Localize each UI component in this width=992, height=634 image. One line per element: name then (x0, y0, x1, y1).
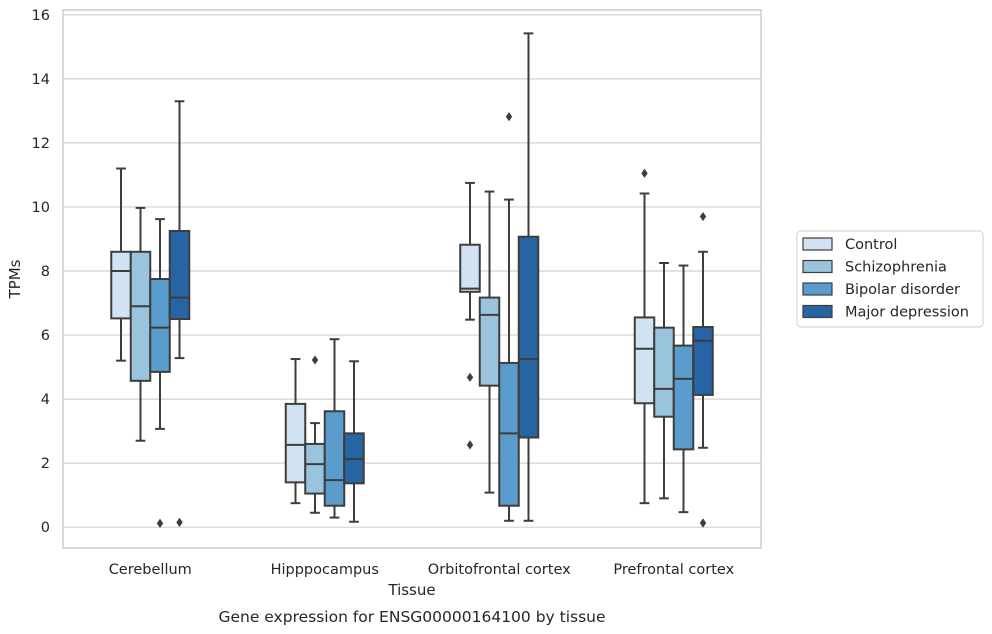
box-body (459, 243, 481, 293)
box (110, 167, 132, 362)
legend: Control Schizophrenia Bipolar disorder Majo… (796, 230, 984, 328)
box (498, 112, 520, 522)
box-body (653, 326, 675, 418)
series-major-depression (168, 32, 714, 528)
y-tick-label: 2 (41, 456, 50, 472)
outlier-point (466, 372, 474, 382)
series-control (110, 167, 656, 505)
x-tick-label: Orbitofrontal cortex (428, 562, 571, 578)
box-body (323, 410, 346, 507)
box-body (478, 296, 501, 387)
legend-label: Bipolar disorder (845, 282, 960, 298)
box (633, 168, 656, 505)
x-tick-label: Hipppocampus (271, 562, 379, 578)
box-body (149, 278, 171, 373)
legend-label: Major depression (845, 305, 969, 321)
outlier-point (505, 112, 513, 122)
box-body (672, 344, 695, 451)
box-body (692, 326, 714, 396)
outlier-point (641, 168, 648, 178)
box-body (110, 250, 132, 320)
legend-label: Control (845, 237, 897, 253)
box-body (304, 442, 326, 495)
y-tick-label: 6 (41, 328, 50, 344)
box-body (168, 229, 191, 321)
box-body (633, 316, 656, 405)
y-tick-label: 4 (41, 392, 50, 408)
series-schizophrenia (129, 190, 675, 514)
outlier-point (156, 518, 164, 528)
y-axis-ticks: 0 2 4 6 8 10 12 14 16 (32, 8, 50, 536)
box (149, 218, 171, 528)
legend-swatch (802, 304, 833, 319)
box (478, 190, 501, 494)
box-series (110, 32, 714, 528)
box (343, 360, 365, 523)
x-tick-label: Prefrontal cortex (613, 562, 734, 578)
outlier-point (699, 211, 707, 222)
y-tick-label: 16 (32, 8, 50, 24)
x-axis-label: Tissue (387, 581, 435, 599)
box (517, 32, 540, 522)
legend-swatch (802, 282, 833, 296)
box-body (129, 250, 152, 382)
y-axis-label: TPMs (6, 259, 24, 299)
x-tick-label: Cerebellum (109, 562, 192, 578)
box-body (517, 235, 540, 439)
y-tick-label: 10 (32, 200, 50, 216)
x-axis-ticks: Cerebellum Hipppocampus Orbitofrontal cort… (109, 562, 735, 578)
y-tick-label: 8 (41, 264, 50, 280)
box (168, 100, 191, 527)
y-tick-label: 14 (32, 72, 50, 88)
legend-swatch (802, 259, 833, 274)
box (672, 264, 695, 514)
outlier-point (699, 518, 707, 528)
legend-label: Schizophrenia (845, 260, 947, 276)
outlier-point (176, 517, 183, 527)
y-tick-label: 0 (41, 520, 50, 536)
legend-frame (796, 230, 984, 328)
box-body (284, 402, 307, 484)
outlier-point (311, 355, 319, 365)
series-bipolar-disorder (149, 112, 695, 528)
plot-area (62, 9, 762, 549)
box (459, 181, 481, 450)
box (692, 211, 714, 528)
legend-swatch (802, 237, 833, 251)
figure-caption: Gene expression for ENSG00000164100 by t… (218, 608, 605, 626)
outlier-point (466, 440, 474, 450)
y-tick-label: 12 (32, 136, 50, 152)
